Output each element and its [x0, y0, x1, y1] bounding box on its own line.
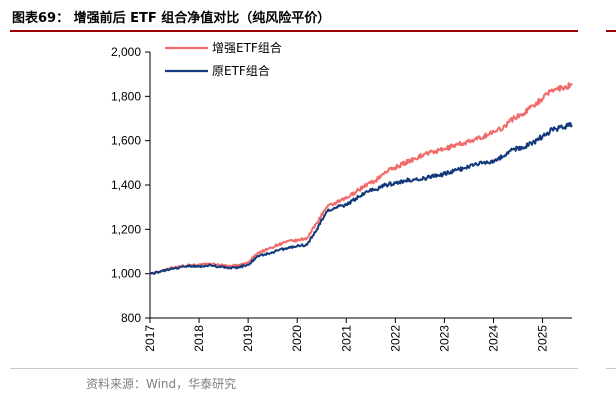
y-tick-label: 1,000 — [111, 267, 141, 281]
x-tick-label: 2021 — [339, 325, 353, 352]
y-tick-label: 800 — [121, 311, 141, 325]
y-tick-label: 1,400 — [111, 178, 141, 192]
figure-title: 图表69： 增强前后 ETF 组合净值对比（纯风险平价） — [12, 11, 331, 26]
legend-label: 原ETF组合 — [212, 63, 270, 78]
y-tick-label: 1,200 — [111, 222, 141, 236]
y-tick-label: 1,600 — [111, 134, 141, 148]
x-tick-label: 2022 — [388, 325, 402, 352]
x-axis-ticks: 2017 2018 2019 2020 2021 2022 2023 2024 2025 — [143, 318, 550, 352]
x-tick-label: 2025 — [536, 325, 550, 352]
series-layer — [149, 82, 573, 275]
x-tick-label: 2019 — [241, 325, 255, 352]
x-tick-label: 2020 — [290, 325, 304, 352]
source-divider-stub — [606, 368, 616, 369]
right-rule-stub — [606, 0, 616, 32]
title-bar: 图表69： 增强前后 ETF 组合净值对比（纯风险平价） — [10, 0, 578, 32]
series-line-1 — [149, 121, 573, 275]
x-tick-label: 2018 — [192, 325, 206, 352]
source-note: 资料来源：Wind，华泰研究 — [86, 377, 237, 391]
x-tick-label: 2023 — [437, 325, 451, 352]
x-tick-label: 2024 — [486, 325, 500, 352]
source-divider — [10, 368, 578, 369]
x-tick-label: 2017 — [143, 325, 157, 352]
y-tick-label: 1,800 — [111, 89, 141, 103]
series-line-0 — [149, 82, 573, 275]
y-axis-ticks: 800 1,000 1,200 1,400 1,600 1,800 2,000 — [111, 45, 150, 325]
legend-label: 增强ETF组合 — [212, 40, 282, 55]
y-tick-label: 2,000 — [111, 45, 141, 59]
